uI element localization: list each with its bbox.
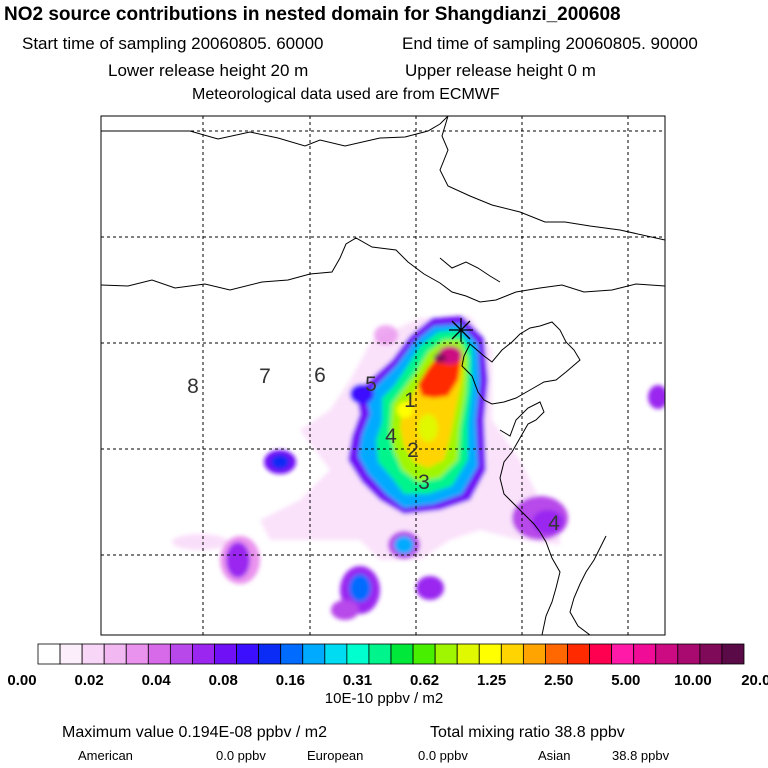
- colorbar-unit-label: 10E-10 ppbv / m2: [324, 690, 444, 707]
- region-name-asian: Asian: [538, 748, 571, 763]
- colorbar-segment: [236, 643, 260, 665]
- plume-contour: [532, 510, 564, 534]
- chart-title: NO2 source contributions in nested domai…: [4, 4, 621, 25]
- colorbar-segment: [589, 643, 613, 665]
- colorbar-segment: [677, 643, 701, 665]
- plume-contour: [394, 536, 414, 554]
- colorbar-ticks: 0.00 0.02 0.04 0.08 0.16 0.31 0.62 1.25 2.50 5.00…: [7, 672, 768, 689]
- colorbar-segment: [633, 643, 657, 665]
- colorbar-tick-label: 1.25: [477, 672, 506, 689]
- colorbar-segment: [346, 643, 370, 665]
- colorbar-segment: [258, 643, 282, 665]
- colorbar-segment: [522, 643, 546, 665]
- lower-height-label: Lower release height 20 m: [108, 61, 309, 80]
- colorbar-tick-label: 20.00: [741, 672, 768, 689]
- plume-contour: [434, 353, 446, 363]
- colorbar-tick-label: 0.62: [410, 672, 439, 689]
- colorbar-segment: [721, 643, 745, 665]
- map-frame: [100, 115, 666, 636]
- colorbar-segment: [456, 643, 480, 665]
- colorbar-segment: [390, 643, 414, 665]
- region-label: 4: [385, 425, 397, 448]
- colorbar-segment: [567, 643, 590, 665]
- colorbar-tick-label: 0.16: [276, 672, 305, 689]
- colorbar-segment: [169, 643, 193, 665]
- colorbar-segment: [147, 643, 171, 665]
- region-label: 3: [418, 471, 430, 494]
- grid-layer: [101, 116, 665, 635]
- region-label: 8: [187, 375, 199, 398]
- region-name-american: American: [78, 748, 133, 763]
- coastline: [499, 401, 561, 635]
- region-value-asian: 38.8 ppbv: [612, 748, 670, 763]
- colorbar-tick-label: 0.31: [343, 672, 372, 689]
- region-label: 7: [259, 365, 271, 388]
- colorbar-segment: [81, 643, 105, 665]
- colorbar-tick-label: 0.00: [7, 672, 36, 689]
- max-value-label: Maximum value 0.194E-08 ppbv / m2: [62, 724, 328, 741]
- region-label: 1: [404, 389, 416, 412]
- coastline: [461, 321, 581, 405]
- colorbar-segment: [368, 643, 392, 665]
- colorbar-tick-label: 0.04: [142, 672, 172, 689]
- plume-contour: [172, 534, 228, 550]
- colorbar-tick-label: 5.00: [611, 672, 640, 689]
- plume-contour: [349, 574, 371, 602]
- colorbar-tick-label: 0.02: [74, 672, 103, 689]
- colorbar-segment: [59, 643, 83, 665]
- colorbar-tick-label: 0.08: [209, 672, 238, 689]
- colorbar: [37, 643, 745, 665]
- region-label: 4: [548, 512, 560, 535]
- colorbar-segment: [699, 643, 723, 665]
- colorbar-segment: [214, 643, 237, 665]
- coastline: [439, 116, 665, 241]
- coastline: [101, 116, 449, 147]
- colorbar-segment: [412, 643, 436, 665]
- coastline: [439, 257, 501, 283]
- region-label: 2: [407, 439, 419, 462]
- coastline-layer: [101, 116, 665, 635]
- plume-layer: [172, 316, 665, 620]
- colorbar-segment: [324, 643, 348, 665]
- coastline: [101, 237, 665, 303]
- total-mixing-label: Total mixing ratio 38.8 ppbv: [430, 724, 625, 741]
- colorbar-tick-label: 2.50: [544, 672, 573, 689]
- plume-contour: [350, 384, 374, 404]
- plume-contour: [271, 455, 289, 469]
- plume-contour: [648, 385, 665, 409]
- colorbar-segment: [478, 643, 502, 665]
- colorbar-segment: [192, 643, 215, 665]
- region-label: 5: [365, 373, 377, 396]
- plume-contour: [374, 325, 398, 345]
- region-label: 6: [314, 364, 326, 387]
- colorbar-segment: [434, 643, 458, 665]
- plume-contour: [331, 600, 359, 620]
- end-time-label: End time of sampling 20060805. 90000: [402, 34, 698, 53]
- region-labels: 1 2 3 4 4 5 6 7 8: [187, 364, 560, 535]
- coastline: [569, 535, 607, 635]
- colorbar-segment: [302, 643, 326, 665]
- colorbar-tick-label: 10.00: [674, 672, 712, 689]
- region-value-european: 0.0 ppbv: [418, 748, 468, 763]
- start-time-label: Start time of sampling 20060805. 60000: [22, 34, 324, 53]
- plume-contour: [226, 542, 250, 578]
- region-name-european: European: [307, 748, 364, 763]
- receptor-star-icon: [449, 318, 473, 342]
- colorbar-segment: [103, 643, 127, 665]
- colorbar-segment: [545, 643, 568, 665]
- colorbar-segment: [37, 643, 61, 665]
- colorbar-segment: [500, 643, 524, 665]
- meteo-label: Meteorological data used are from ECMWF: [192, 86, 500, 103]
- region-value-american: 0.0 ppbv: [216, 748, 266, 763]
- colorbar-segment: [655, 643, 679, 665]
- colorbar-segment: [125, 643, 149, 665]
- upper-height-label: Upper release height 0 m: [405, 61, 596, 80]
- colorbar-segment: [611, 643, 635, 665]
- plume-contour: [397, 402, 413, 418]
- plume-contour: [416, 576, 444, 600]
- colorbar-segment: [280, 643, 304, 665]
- plume-contour: [418, 414, 438, 442]
